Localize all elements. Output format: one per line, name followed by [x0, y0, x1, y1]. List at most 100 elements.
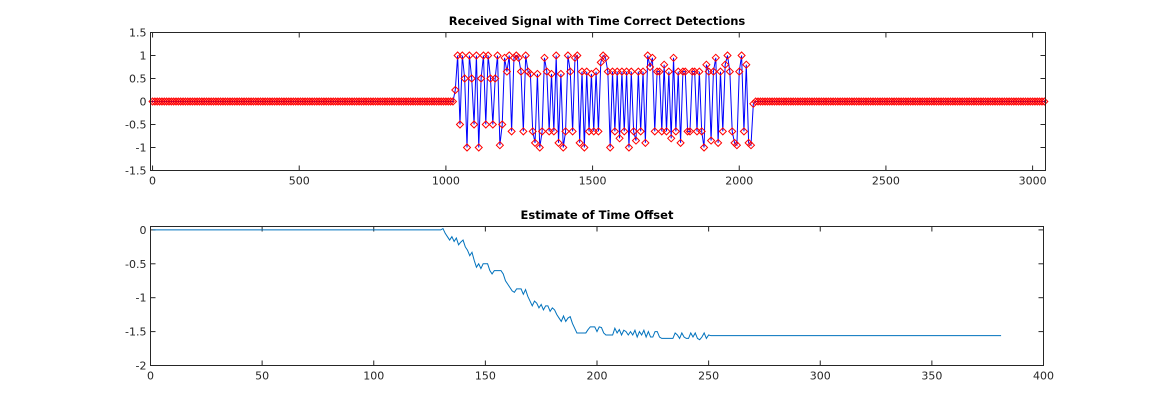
detection-marker: [610, 127, 620, 136]
detection-marker: [455, 120, 465, 129]
detection-marker: [462, 143, 472, 152]
detection-marker: [620, 127, 629, 136]
detection-marker: [488, 120, 498, 129]
detection-marker: [601, 53, 610, 63]
bottom-ytick-label: -2: [136, 360, 147, 373]
detection-marker: [493, 51, 502, 60]
detection-marker: [638, 67, 648, 76]
top-axes: 0 500 1000 1500 2000 2500 3000 -1.5 -1 -0.5 0 0.5 1 1…: [125, 27, 1049, 188]
detection-marker: [699, 143, 709, 152]
bottom-ytick-label: -1: [136, 292, 147, 305]
detection-marker: [498, 120, 507, 129]
detection-marker: [533, 69, 542, 79]
detection-marker: [559, 143, 568, 152]
top-ytick-label: -1.5: [125, 165, 146, 178]
bottom-xtick-label: 100: [363, 370, 384, 383]
detection-marker: [695, 67, 704, 76]
detection-marker: [547, 69, 556, 79]
detection-marker: [704, 67, 713, 76]
detection-marker: [723, 51, 732, 60]
detection-marker: [502, 67, 512, 76]
detection-marker: [566, 67, 575, 76]
bottom-ytick-label: 0: [140, 224, 147, 237]
detection-marker: [554, 138, 563, 148]
detection-marker: [453, 51, 462, 60]
detection-marker: [622, 67, 631, 76]
detection-marker: [727, 127, 737, 136]
detection-marker: [467, 74, 476, 83]
detection-marker: [573, 51, 582, 60]
detection-marker: [603, 67, 613, 76]
detection-marker: [735, 67, 744, 76]
detection-marker: [657, 127, 667, 136]
detection-marker: [634, 67, 643, 76]
detection-marker: [706, 136, 716, 145]
detection-marker: [535, 143, 544, 152]
top-ytick-label: -0.5: [125, 119, 146, 132]
detection-marker: [613, 67, 622, 76]
detection-marker: [664, 67, 674, 76]
bottom-axes: 0 50 100 150 200 250 300 350 400 -2 -1.5 -1 -0.5 0: [125, 224, 1054, 383]
detection-marker: [577, 67, 587, 76]
detection-marker: [702, 60, 711, 69]
detection-marker: [746, 140, 756, 150]
top-xtick-label: 1500: [579, 175, 607, 188]
bottom-plot-area: [150, 226, 1044, 366]
detection-marker: [507, 127, 516, 136]
top-axes-box: [150, 32, 1046, 171]
bottom-xtick-label: 350: [921, 370, 942, 383]
detection-marker: [584, 127, 594, 136]
top-xtick-label: 2000: [725, 175, 753, 188]
detection-marker: [631, 136, 641, 145]
detection-marker: [591, 67, 601, 76]
top-ytick-label: 0: [140, 96, 147, 109]
detection-marker: [697, 127, 706, 136]
detection-marker: [648, 53, 657, 63]
detection-marker: [683, 127, 692, 136]
detection-marker: [645, 62, 655, 72]
detection-marker: [575, 138, 584, 148]
detection-marker: [716, 67, 725, 76]
detection-marker: [474, 143, 483, 152]
bottom-xtick-label: 150: [475, 370, 496, 383]
detection-marker: [540, 53, 549, 63]
detection-marker: [718, 127, 728, 136]
detection-marker: [742, 60, 751, 69]
detection-marker: [666, 134, 676, 143]
detection-marker: [530, 138, 540, 148]
detection-marker: [624, 143, 634, 152]
detection-marker: [544, 127, 554, 136]
detection-marker: [514, 53, 523, 63]
detection-marker: [659, 60, 669, 69]
bottom-xtick-label: 400: [1033, 370, 1054, 383]
detection-marker: [519, 127, 528, 136]
detection-marker: [451, 85, 460, 95]
detection-marker: [713, 138, 723, 148]
top-xtick-label: 0: [149, 175, 156, 188]
detection-marker: [676, 138, 685, 148]
bottom-xtick-label: 200: [587, 370, 608, 383]
detection-marker: [446, 97, 455, 106]
bottom-chart-title: Estimate of Time Offset: [521, 208, 674, 222]
detection-marker: [483, 51, 493, 60]
detection-marker: [521, 51, 530, 60]
detection-marker: [589, 127, 598, 136]
detection-marker: [617, 67, 627, 76]
detection-marker: [580, 143, 589, 152]
detection-marker: [594, 127, 603, 136]
detection-marker: [444, 97, 453, 106]
detection-marker: [739, 127, 749, 136]
detection-marker: [528, 127, 537, 136]
detection-marker: [692, 127, 702, 136]
top-xtick-label: 1000: [432, 175, 460, 188]
detection-marker: [596, 58, 605, 67]
detection-marker: [641, 138, 650, 148]
detection-marker: [690, 67, 699, 76]
detection-marker: [486, 74, 495, 83]
detection-marker: [615, 134, 624, 143]
top-ytick-label: 1: [140, 50, 147, 63]
detection-marker: [636, 127, 645, 136]
detection-marker: [568, 127, 577, 136]
bottom-ytick-label: -1.5: [125, 326, 146, 339]
detection-marker: [725, 67, 735, 76]
